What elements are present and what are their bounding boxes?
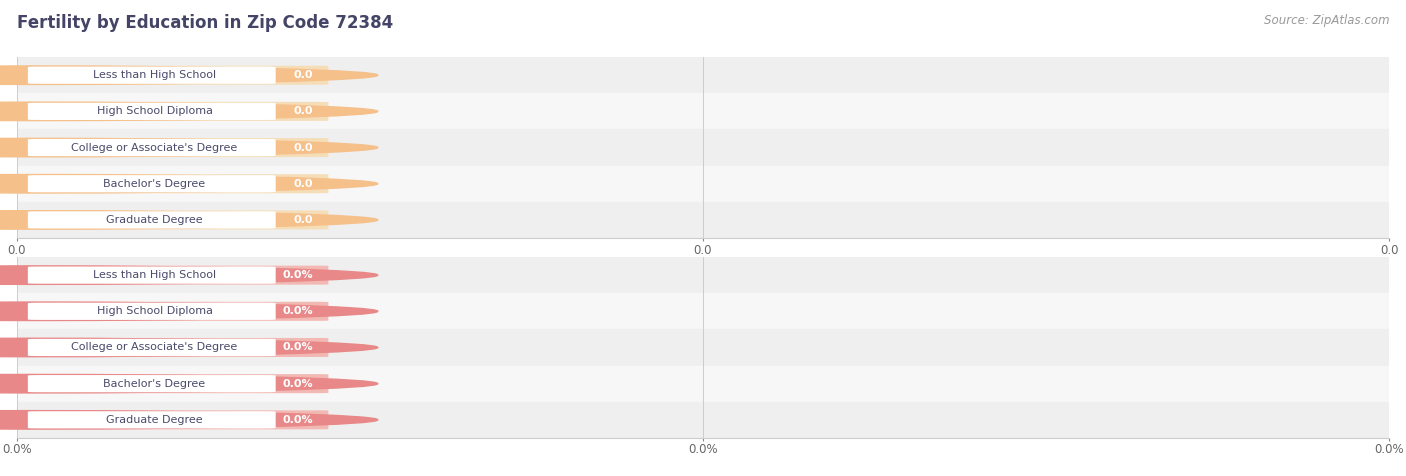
Bar: [17, 402, 1389, 438]
FancyBboxPatch shape: [28, 303, 276, 320]
FancyBboxPatch shape: [28, 211, 276, 228]
Bar: [17, 93, 1389, 129]
Circle shape: [0, 375, 378, 393]
Text: 0.0: 0.0: [294, 178, 314, 189]
Circle shape: [0, 66, 378, 84]
Text: Graduate Degree: Graduate Degree: [107, 415, 202, 425]
FancyBboxPatch shape: [7, 302, 329, 321]
FancyBboxPatch shape: [7, 374, 329, 393]
Circle shape: [0, 338, 378, 357]
FancyBboxPatch shape: [28, 67, 276, 84]
Text: 0.0: 0.0: [294, 106, 314, 117]
Bar: [17, 329, 1389, 366]
Text: 0.0%: 0.0%: [283, 270, 314, 280]
Bar: [17, 257, 1389, 293]
Bar: [17, 129, 1389, 166]
Text: Less than High School: Less than High School: [93, 70, 217, 80]
Text: 0.0: 0.0: [294, 215, 314, 225]
Circle shape: [0, 175, 378, 193]
Circle shape: [0, 102, 378, 120]
Text: High School Diploma: High School Diploma: [97, 306, 212, 317]
Circle shape: [0, 411, 378, 429]
Text: 0.0: 0.0: [294, 70, 314, 80]
FancyBboxPatch shape: [7, 266, 329, 285]
FancyBboxPatch shape: [28, 411, 276, 428]
Bar: [17, 166, 1389, 202]
FancyBboxPatch shape: [7, 174, 329, 193]
Circle shape: [0, 266, 378, 284]
Bar: [17, 202, 1389, 238]
FancyBboxPatch shape: [7, 102, 329, 121]
FancyBboxPatch shape: [28, 375, 276, 392]
Text: 0.0%: 0.0%: [283, 306, 314, 317]
Circle shape: [0, 211, 378, 229]
Text: College or Associate's Degree: College or Associate's Degree: [72, 142, 238, 153]
FancyBboxPatch shape: [7, 338, 329, 357]
Text: High School Diploma: High School Diploma: [97, 106, 212, 117]
Circle shape: [0, 139, 378, 157]
Text: 0.0%: 0.0%: [283, 378, 314, 389]
FancyBboxPatch shape: [28, 175, 276, 192]
Text: Source: ZipAtlas.com: Source: ZipAtlas.com: [1264, 14, 1389, 27]
FancyBboxPatch shape: [7, 210, 329, 229]
FancyBboxPatch shape: [28, 139, 276, 156]
Bar: [17, 293, 1389, 329]
FancyBboxPatch shape: [7, 410, 329, 429]
FancyBboxPatch shape: [28, 267, 276, 284]
Circle shape: [0, 302, 378, 320]
FancyBboxPatch shape: [28, 339, 276, 356]
Text: 0.0%: 0.0%: [283, 415, 314, 425]
Text: College or Associate's Degree: College or Associate's Degree: [72, 342, 238, 353]
Text: 0.0: 0.0: [294, 142, 314, 153]
Bar: [17, 57, 1389, 93]
FancyBboxPatch shape: [7, 66, 329, 85]
Text: Less than High School: Less than High School: [93, 270, 217, 280]
Text: Fertility by Education in Zip Code 72384: Fertility by Education in Zip Code 72384: [17, 14, 394, 32]
Text: Bachelor's Degree: Bachelor's Degree: [104, 378, 205, 389]
Text: Bachelor's Degree: Bachelor's Degree: [104, 178, 205, 189]
Text: Graduate Degree: Graduate Degree: [107, 215, 202, 225]
Text: 0.0%: 0.0%: [283, 342, 314, 353]
FancyBboxPatch shape: [7, 138, 329, 157]
FancyBboxPatch shape: [28, 103, 276, 120]
Bar: [17, 366, 1389, 402]
